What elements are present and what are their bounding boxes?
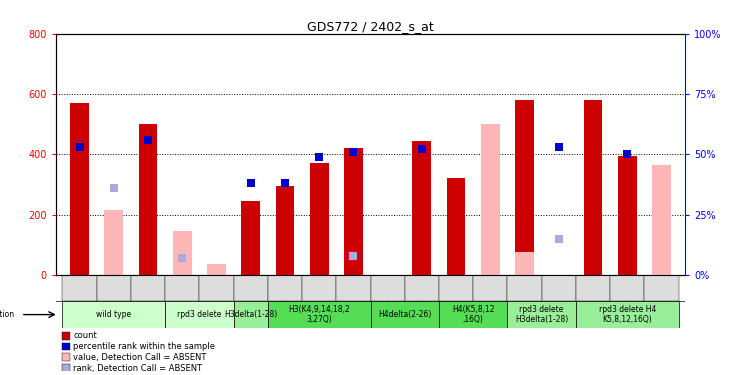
Bar: [439, 302, 508, 328]
Bar: [584, 100, 602, 275]
Text: rpd3 delete H4
K5,8,12,16Q): rpd3 delete H4 K5,8,12,16Q): [599, 305, 656, 324]
Bar: [336, 275, 370, 302]
Text: H3(K4,9,14,18,2
3,27Q): H3(K4,9,14,18,2 3,27Q): [288, 305, 350, 324]
Bar: [405, 275, 439, 302]
Text: H4delta(2-26): H4delta(2-26): [378, 310, 431, 319]
Bar: [508, 275, 542, 302]
Bar: [268, 302, 370, 328]
Text: rpd3 delete
H3delta(1-28): rpd3 delete H3delta(1-28): [515, 305, 568, 324]
Text: wild type: wild type: [96, 310, 131, 319]
Bar: [96, 275, 131, 302]
Bar: [473, 275, 508, 302]
Bar: [268, 275, 302, 302]
Bar: [62, 343, 70, 350]
Bar: [508, 302, 576, 328]
Text: value, Detection Call = ABSENT: value, Detection Call = ABSENT: [73, 353, 207, 362]
Bar: [413, 141, 431, 275]
Bar: [199, 275, 233, 302]
Bar: [439, 275, 473, 302]
Text: H3delta(1-28): H3delta(1-28): [224, 310, 277, 319]
Bar: [645, 275, 679, 302]
Bar: [70, 103, 89, 275]
Bar: [542, 275, 576, 302]
Bar: [515, 100, 534, 275]
Bar: [370, 275, 405, 302]
Bar: [139, 124, 157, 275]
Bar: [173, 231, 192, 275]
Text: count: count: [73, 331, 97, 340]
Text: H4(K5,8,12
,16Q): H4(K5,8,12 ,16Q): [452, 305, 494, 324]
Bar: [576, 275, 610, 302]
Bar: [447, 178, 465, 275]
Text: genotype/variation: genotype/variation: [0, 310, 15, 319]
Text: percentile rank within the sample: percentile rank within the sample: [73, 342, 215, 351]
Bar: [131, 275, 165, 302]
Bar: [576, 302, 679, 328]
Text: rpd3 delete: rpd3 delete: [177, 310, 222, 319]
Bar: [62, 275, 96, 302]
Bar: [370, 302, 439, 328]
Bar: [165, 275, 199, 302]
Bar: [310, 164, 328, 275]
Bar: [62, 354, 70, 361]
Bar: [610, 275, 645, 302]
Bar: [104, 210, 123, 275]
Bar: [62, 364, 70, 372]
Bar: [276, 186, 294, 275]
Bar: [652, 165, 671, 275]
Bar: [62, 302, 165, 328]
Bar: [481, 124, 499, 275]
Bar: [515, 252, 534, 275]
Bar: [242, 201, 260, 275]
Bar: [62, 332, 70, 340]
Bar: [165, 302, 233, 328]
Bar: [618, 156, 637, 275]
Bar: [207, 264, 226, 275]
Bar: [344, 148, 363, 275]
Bar: [302, 275, 336, 302]
Text: rank, Detection Call = ABSENT: rank, Detection Call = ABSENT: [73, 364, 202, 373]
Title: GDS772 / 2402_s_at: GDS772 / 2402_s_at: [307, 20, 434, 33]
Bar: [233, 275, 268, 302]
Bar: [233, 302, 268, 328]
